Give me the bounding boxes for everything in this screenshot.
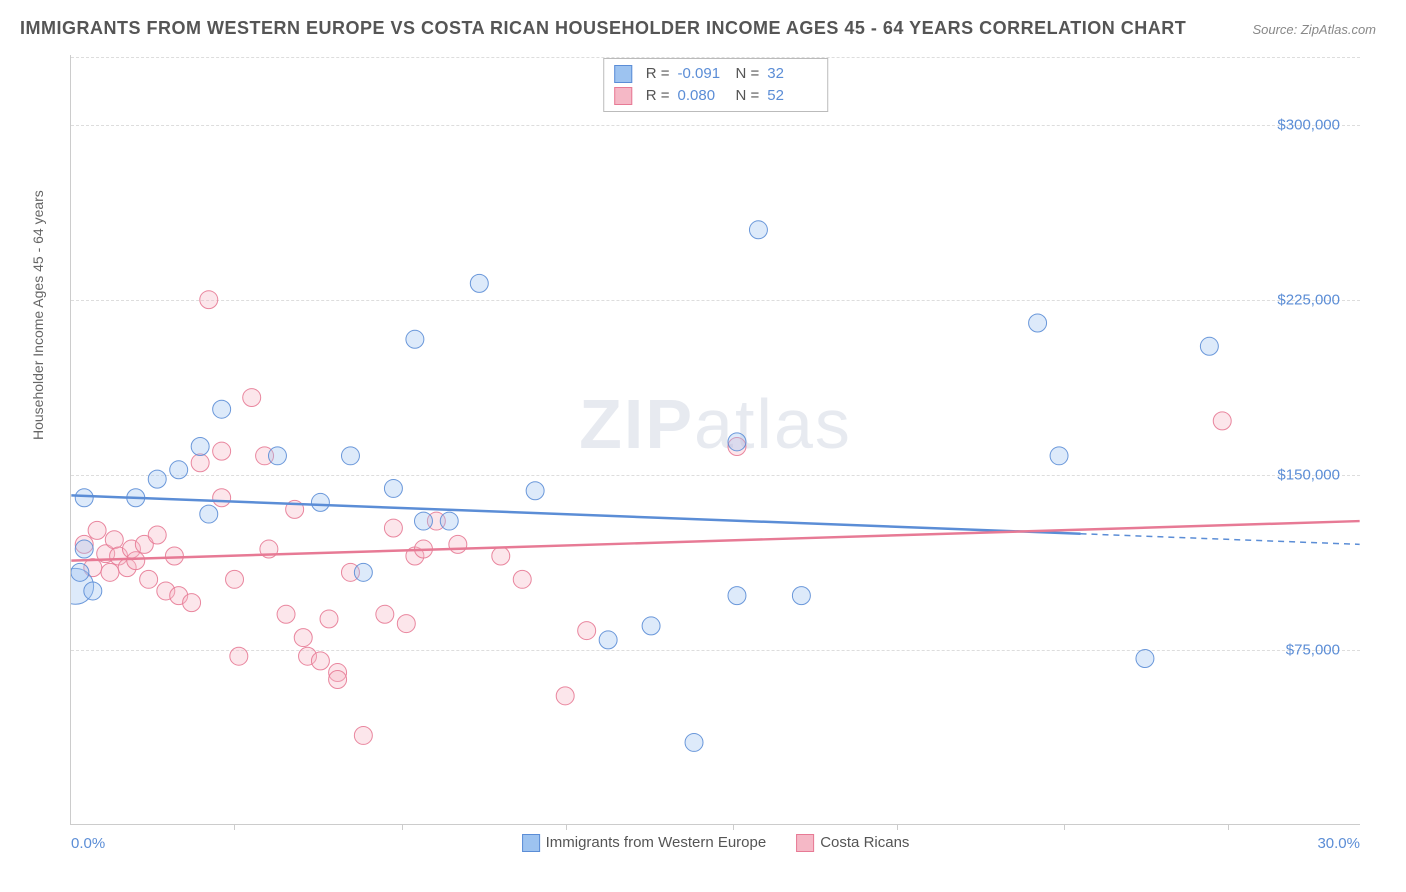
scatter-point [749, 221, 767, 239]
scatter-point [1050, 447, 1068, 465]
scatter-point [84, 582, 102, 600]
trend-line-extrapolated [1081, 534, 1360, 545]
scatter-point [414, 512, 432, 530]
scatter-point [213, 442, 231, 460]
scatter-point [268, 447, 286, 465]
correlation-legend: R = -0.091 N = 32 R = 0.080 N = 52 [603, 58, 829, 112]
scatter-point [1136, 650, 1154, 668]
scatter-point [191, 438, 209, 456]
scatter-point [599, 631, 617, 649]
scatter-point [277, 605, 295, 623]
scatter-point [75, 489, 93, 507]
x-tick-min: 0.0% [71, 835, 105, 852]
scatter-point [140, 570, 158, 588]
x-tick [234, 824, 235, 830]
scatter-point [384, 519, 402, 537]
scatter-point [397, 615, 415, 633]
scatter-point [341, 447, 359, 465]
scatter-point [1200, 337, 1218, 355]
scatter-point [526, 482, 544, 500]
scatter-point [642, 617, 660, 635]
scatter-point [329, 671, 347, 689]
scatter-point [492, 547, 510, 565]
x-tick [1228, 824, 1229, 830]
trend-line [71, 495, 1080, 533]
scatter-point [685, 733, 703, 751]
scatter-point [105, 531, 123, 549]
r-value-0: -0.091 [678, 63, 728, 85]
scatter-point [191, 454, 209, 472]
scatter-point [226, 570, 244, 588]
scatter-point [127, 552, 145, 570]
scatter-point [148, 470, 166, 488]
x-tick [733, 824, 734, 830]
legend-swatch-blue-bottom [522, 834, 540, 852]
r-value-1: 0.080 [678, 85, 728, 107]
scatter-point [1213, 412, 1231, 430]
legend-item-1: Costa Ricans [796, 834, 909, 852]
scatter-point [311, 652, 329, 670]
series-legend: Immigrants from Western Europe Costa Ric… [522, 834, 910, 852]
n-value-1: 52 [767, 85, 817, 107]
legend-row-series-0: R = -0.091 N = 32 [614, 63, 818, 85]
scatter-point [148, 526, 166, 544]
scatter-point [88, 521, 106, 539]
legend-label-0: Immigrants from Western Europe [546, 834, 767, 851]
legend-swatch-blue [614, 65, 632, 83]
scatter-point [243, 389, 261, 407]
scatter-point [213, 400, 231, 418]
scatter-point [556, 687, 574, 705]
scatter-point [354, 563, 372, 581]
scatter-point [376, 605, 394, 623]
scatter-point [440, 512, 458, 530]
scatter-point [75, 540, 93, 558]
scatter-point [183, 594, 201, 612]
chart-title: IMMIGRANTS FROM WESTERN EUROPE VS COSTA … [20, 18, 1186, 39]
x-tick [897, 824, 898, 830]
scatter-point [213, 489, 231, 507]
scatter-point [792, 587, 810, 605]
scatter-point [294, 629, 312, 647]
legend-row-series-1: R = 0.080 N = 52 [614, 85, 818, 107]
scatter-point [71, 563, 89, 581]
source-attribution: Source: ZipAtlas.com [1252, 22, 1376, 37]
legend-item-0: Immigrants from Western Europe [522, 834, 767, 852]
x-tick-max: 30.0% [1317, 835, 1360, 852]
scatter-point [170, 461, 188, 479]
scatter-point [101, 563, 119, 581]
plot-area: ZIPatlas R = -0.091 N = 32 R = 0.080 N =… [70, 55, 1360, 825]
scatter-point [470, 274, 488, 292]
scatter-point [578, 622, 596, 640]
scatter-point [311, 493, 329, 511]
n-value-0: 32 [767, 63, 817, 85]
scatter-point [728, 587, 746, 605]
y-axis-label: Householder Income Ages 45 - 64 years [30, 190, 46, 440]
scatter-point [200, 505, 218, 523]
scatter-point [354, 726, 372, 744]
scatter-point [406, 330, 424, 348]
scatter-point [728, 433, 746, 451]
scatter-point [449, 535, 467, 553]
scatter-point [230, 647, 248, 665]
legend-label-1: Costa Ricans [820, 834, 909, 851]
scatter-point [200, 291, 218, 309]
scatter-point [1029, 314, 1047, 332]
x-tick [1064, 824, 1065, 830]
scatter-point [513, 570, 531, 588]
chart-svg [71, 55, 1360, 824]
x-tick [402, 824, 403, 830]
x-tick [566, 824, 567, 830]
scatter-point [165, 547, 183, 565]
scatter-point [320, 610, 338, 628]
legend-swatch-pink-bottom [796, 834, 814, 852]
scatter-point [384, 479, 402, 497]
legend-swatch-pink [614, 87, 632, 105]
